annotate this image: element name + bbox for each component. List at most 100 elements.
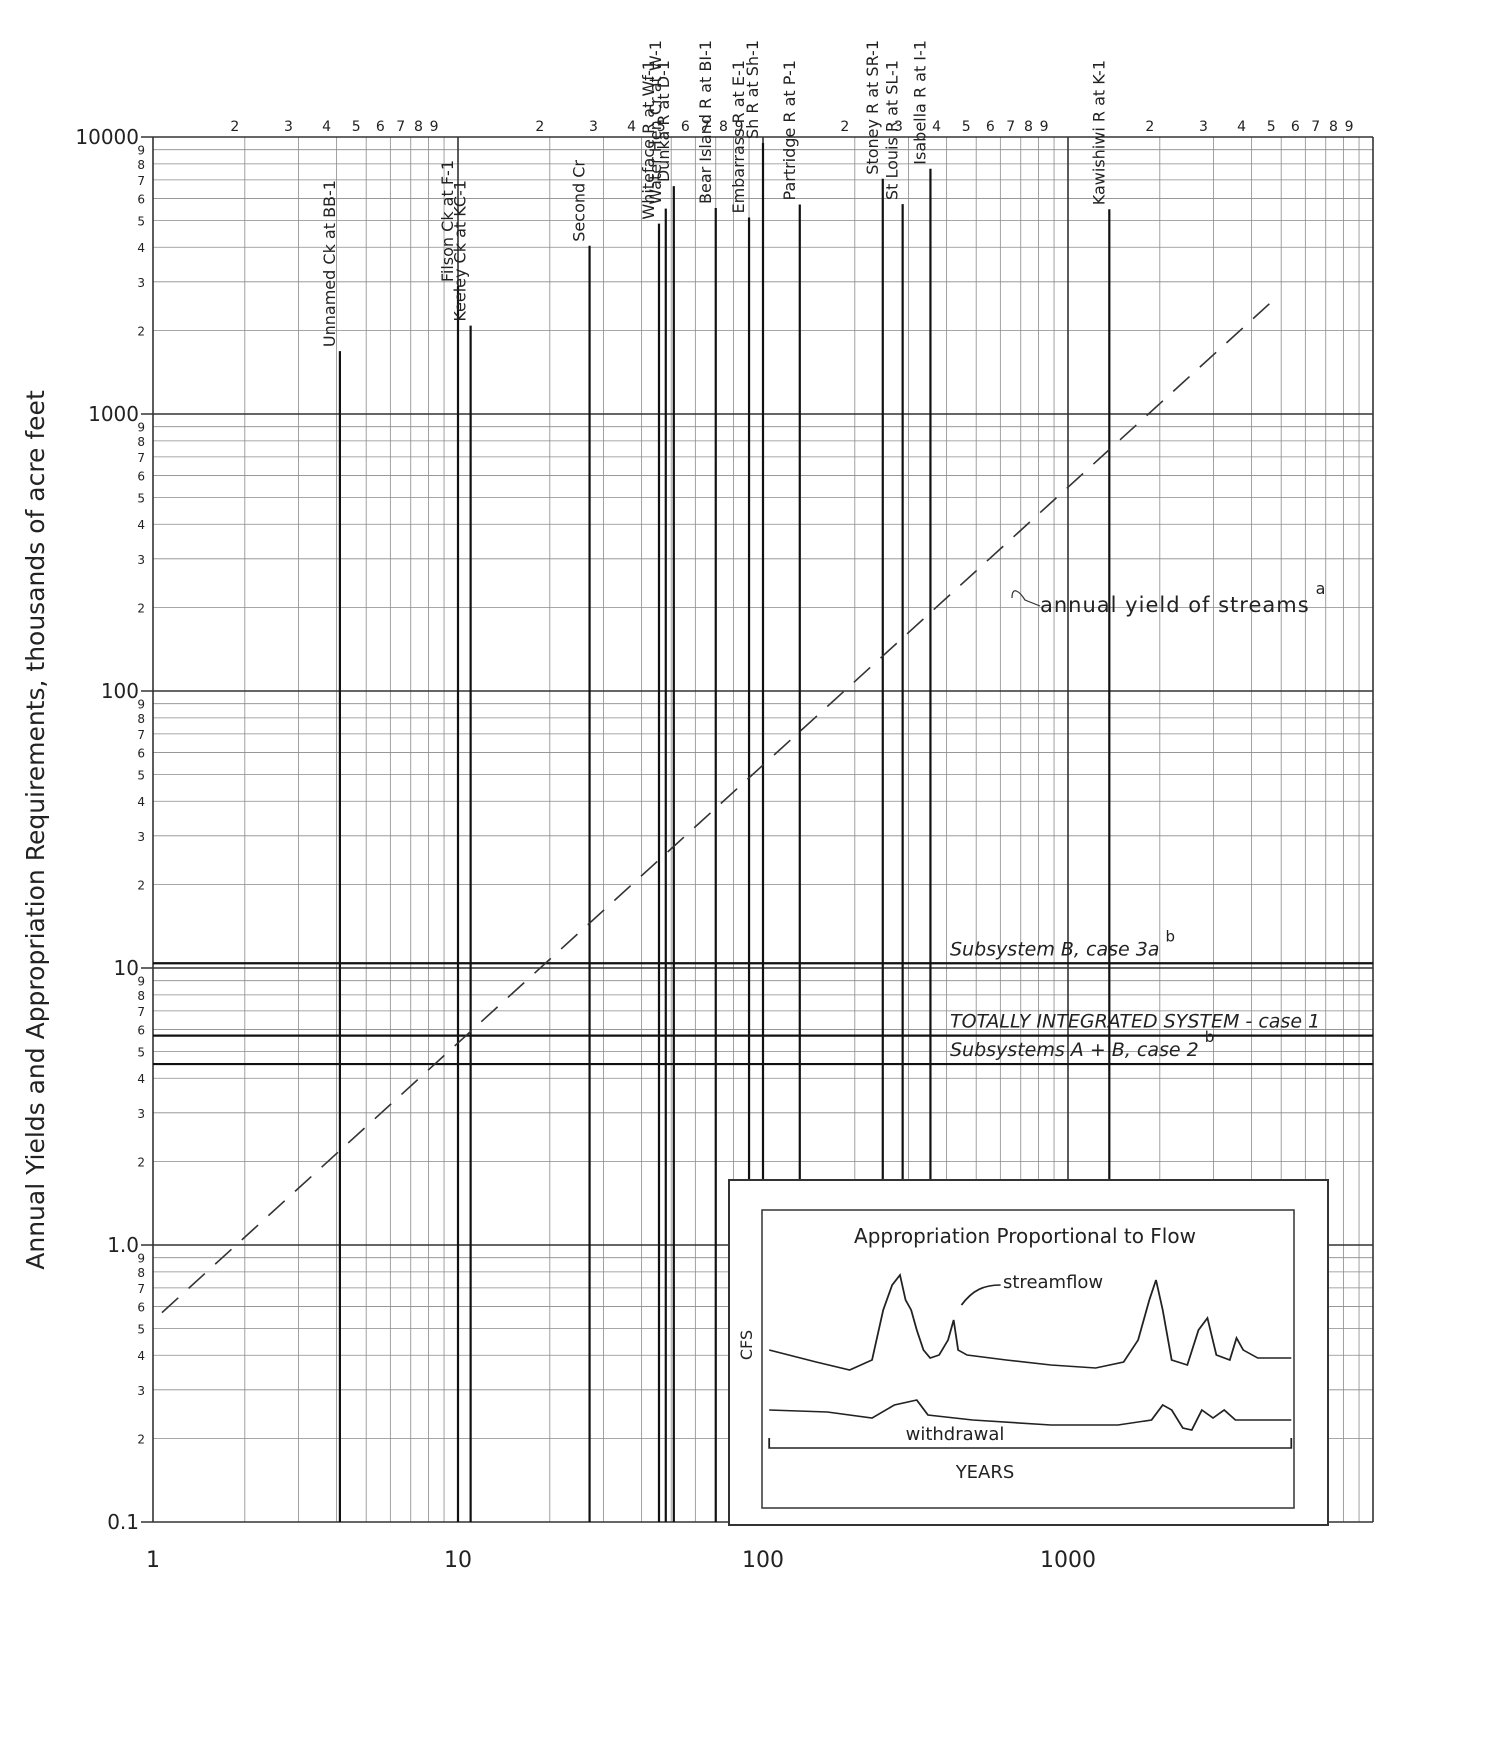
left-minor-label: 6 bbox=[137, 469, 145, 483]
left-minor-label: 8 bbox=[137, 989, 145, 1003]
requirement-footnote: b bbox=[1205, 1028, 1215, 1046]
top-minor-label: 5 bbox=[1267, 119, 1276, 135]
top-minor-label: 2 bbox=[535, 119, 544, 135]
top-minor-label: 9 bbox=[1345, 119, 1354, 135]
top-minor-label: 2 bbox=[840, 119, 849, 135]
left-minor-label: 6 bbox=[137, 746, 145, 760]
left-minor-label: 3 bbox=[137, 1107, 145, 1121]
top-minor-label: 9 bbox=[1040, 119, 1049, 135]
left-minor-label: 2 bbox=[137, 602, 145, 616]
left-minor-label: 6 bbox=[137, 192, 145, 206]
x-tick-label: 1000 bbox=[1040, 1548, 1096, 1573]
left-minor-label: 2 bbox=[137, 1156, 145, 1170]
top-minor-label: 7 bbox=[1006, 119, 1015, 135]
y-tick-label: 1000 bbox=[88, 402, 139, 426]
left-minor-label: 4 bbox=[137, 241, 145, 255]
top-minor-label: 8 bbox=[414, 119, 423, 135]
left-minor-label: 7 bbox=[137, 451, 145, 465]
left-minor-label: 3 bbox=[137, 553, 145, 567]
top-minor-label: 3 bbox=[284, 119, 293, 135]
left-minor-label: 3 bbox=[137, 276, 145, 290]
top-minor-label: 6 bbox=[681, 119, 690, 135]
left-minor-label: 7 bbox=[137, 1005, 145, 1019]
top-minor-label: 8 bbox=[1329, 119, 1338, 135]
stream-label: Bear Island R at BI-1 bbox=[696, 40, 715, 204]
y-tick-label: 10000 bbox=[75, 125, 139, 149]
top-minor-label: 4 bbox=[322, 119, 331, 135]
left-minor-label: 7 bbox=[137, 174, 145, 188]
inset-y-label: CFS bbox=[737, 1330, 756, 1360]
requirement-label: Subsystems A + B, case 2 bbox=[950, 1039, 1199, 1061]
left-minor-label: 5 bbox=[137, 1322, 145, 1336]
left-minor-label: 5 bbox=[137, 768, 145, 782]
left-minor-label: 4 bbox=[137, 795, 145, 809]
x-tick-label: 100 bbox=[742, 1548, 784, 1573]
left-minor-label: 6 bbox=[137, 1023, 145, 1037]
stream-label: Stoney R at SR-1 bbox=[863, 40, 882, 175]
top-minor-label: 5 bbox=[352, 119, 361, 135]
y-axis-title: Annual Yields and Appropriation Requirem… bbox=[21, 390, 50, 1270]
top-minor-label: 7 bbox=[396, 119, 405, 135]
left-minor-label: 4 bbox=[137, 518, 145, 532]
stream-label: Partridge R at P-1 bbox=[780, 60, 799, 200]
stream-label: Second Cr bbox=[570, 160, 589, 242]
y-tick-label: 10 bbox=[114, 956, 139, 980]
y-tick-label: 100 bbox=[101, 679, 139, 703]
left-minor-label: 8 bbox=[137, 435, 145, 449]
left-minor-label: 7 bbox=[137, 1282, 145, 1296]
stream-label: Dunka R at D-1 bbox=[654, 60, 673, 182]
left-minor-label: 2 bbox=[137, 1433, 145, 1447]
inset: Appropriation Proportional to Flow CFS s… bbox=[729, 1180, 1328, 1525]
inset-x-label: YEARS bbox=[955, 1462, 1015, 1483]
left-minor-label: 4 bbox=[137, 1072, 145, 1086]
top-minor-label: 7 bbox=[1311, 119, 1320, 135]
y-tick-label: 0.1 bbox=[107, 1510, 139, 1534]
page: Annual Yields and Appropriation Requirem… bbox=[0, 0, 1498, 1753]
top-minor-label: 9 bbox=[430, 119, 439, 135]
stream-label: St Louis R at SL-1 bbox=[883, 60, 902, 200]
x-tick-label: 10 bbox=[444, 1548, 472, 1573]
x-tick-label: 1 bbox=[146, 1548, 160, 1573]
left-minor-label: 3 bbox=[137, 830, 145, 844]
yield-label: annual yield of streams bbox=[1040, 593, 1310, 617]
left-minor-label: 8 bbox=[137, 1266, 145, 1280]
top-minor-label: 8 bbox=[1024, 119, 1033, 135]
stream-label: Keeley Ck at KC-1 bbox=[451, 180, 470, 322]
left-minor-label: 5 bbox=[137, 214, 145, 228]
top-minor-label: 3 bbox=[589, 119, 598, 135]
requirement-label: Subsystem B, case 3a bbox=[950, 938, 1159, 960]
top-minor-label: 6 bbox=[986, 119, 995, 135]
stream-label: Sh R at Sh-1 bbox=[743, 40, 762, 139]
left-minor-label: 5 bbox=[137, 491, 145, 505]
left-minor-label: 8 bbox=[137, 158, 145, 172]
top-minor-label: 6 bbox=[376, 119, 385, 135]
left-minor-label: 8 bbox=[137, 712, 145, 726]
top-minor-label: 5 bbox=[962, 119, 971, 135]
top-minor-label: 2 bbox=[1145, 119, 1154, 135]
top-minor-label: 4 bbox=[1237, 119, 1246, 135]
top-minor-label: 3 bbox=[1199, 119, 1208, 135]
y-tick-label: 1.0 bbox=[107, 1233, 139, 1257]
left-minor-label: 7 bbox=[137, 728, 145, 742]
chart: Annual Yields and Appropriation Requirem… bbox=[0, 0, 1498, 1753]
inset-title: Appropriation Proportional to Flow bbox=[854, 1224, 1196, 1248]
left-minor-label: 2 bbox=[137, 879, 145, 893]
left-minor-label: 6 bbox=[137, 1300, 145, 1314]
left-minor-label: 3 bbox=[137, 1384, 145, 1398]
requirement-footnote: b bbox=[1165, 927, 1175, 945]
top-minor-label: 4 bbox=[932, 119, 941, 135]
requirement-label: TOTALLY INTEGRATED SYSTEM - case 1 bbox=[950, 1011, 1320, 1033]
inset-curve-label: streamflow bbox=[1003, 1272, 1103, 1293]
stream-label: Kawishiwi R at K-1 bbox=[1089, 60, 1108, 205]
left-minor-label: 2 bbox=[137, 325, 145, 339]
yield-footnote: a bbox=[1316, 579, 1326, 598]
top-minor-label: 6 bbox=[1291, 119, 1300, 135]
inset-curve-label: withdrawal bbox=[906, 1424, 1005, 1445]
stream-label: Unnamed Ck at BB-1 bbox=[320, 180, 339, 347]
top-minor-label: 2 bbox=[230, 119, 239, 135]
top-minor-label: 8 bbox=[719, 119, 728, 135]
stream-label: Isabella R at I-1 bbox=[910, 40, 929, 165]
top-minor-label: 4 bbox=[627, 119, 636, 135]
left-minor-label: 5 bbox=[137, 1045, 145, 1059]
left-minor-label: 4 bbox=[137, 1349, 145, 1363]
